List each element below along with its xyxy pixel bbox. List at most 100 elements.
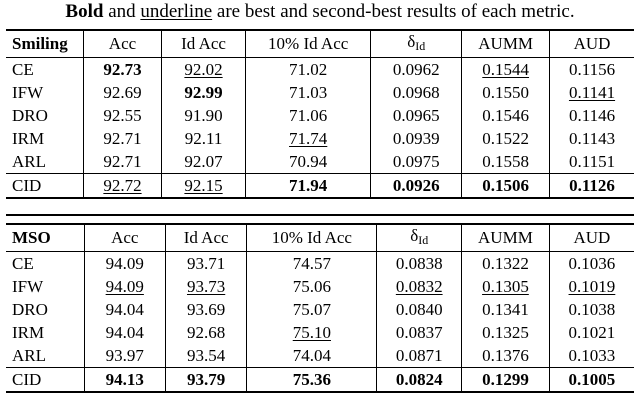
- metric-cell: 0.0840: [376, 298, 462, 321]
- metric-cell: 94.09: [83, 275, 166, 298]
- metric-cell: 0.1506: [461, 173, 550, 199]
- metric-cell: 93.97: [83, 344, 166, 368]
- metric-cell: 0.1146: [549, 104, 634, 127]
- metric-cell: 92.71: [83, 150, 162, 174]
- method-name: CID: [6, 173, 84, 199]
- metric-cell: 94.04: [83, 298, 166, 321]
- metric-cell: 92.72: [83, 173, 162, 199]
- column-header: AUMM: [461, 223, 550, 252]
- metric-cell: 74.57: [246, 251, 377, 275]
- metric-cell: 0.1036: [548, 251, 634, 275]
- metric-cell: 0.1325: [461, 321, 550, 344]
- metric-cell: 92.07: [160, 150, 246, 174]
- mso-results-table: MSO Acc Id Acc 10% Id Acc δId AUMM AUD CE 94.09 9…: [6, 223, 634, 393]
- metric-cell: 0.1126: [549, 173, 634, 199]
- table-row: DRO 92.55 91.90 71.06 0.0965 0.1546 0.1146: [6, 104, 634, 127]
- metric-cell: 92.55: [83, 104, 162, 127]
- method-name: CID: [6, 367, 85, 393]
- metric-cell: 0.1038: [548, 298, 634, 321]
- metric-cell: 93.54: [164, 344, 247, 368]
- metric-cell: 92.99: [160, 81, 246, 104]
- metric-cell: 0.1156: [549, 57, 634, 81]
- metric-cell: 92.68: [164, 321, 247, 344]
- metric-cell: 92.15: [160, 173, 246, 199]
- metric-cell: 0.0824: [376, 367, 462, 393]
- metric-cell: 0.1522: [461, 127, 550, 150]
- metric-cell: 0.1322: [461, 251, 550, 275]
- method-name: IFW: [12, 276, 44, 296]
- metric-cell: 0.1546: [461, 104, 550, 127]
- metric-cell: 0.1151: [549, 150, 634, 174]
- column-header: δId: [370, 29, 462, 58]
- method-name: DRO: [12, 299, 48, 319]
- method-name: IRM: [12, 322, 45, 342]
- metric-cell: 94.09: [83, 251, 166, 275]
- column-header: Id Acc: [164, 223, 247, 252]
- metric-cell: 0.0962: [370, 57, 462, 81]
- metric-cell: 92.11: [160, 127, 246, 150]
- column-header: Acc: [83, 29, 162, 58]
- method-name: IRM: [12, 128, 45, 148]
- column-header: δId: [376, 223, 462, 252]
- caption-bold-word: Bold: [65, 1, 104, 22]
- metric-cell: 0.0871: [376, 344, 462, 368]
- header-row: Smiling Acc Id Acc 10% Id Acc δId AUMM AUD: [6, 29, 634, 58]
- metric-cell: 93.79: [164, 367, 247, 393]
- metric-cell: 0.0975: [370, 150, 462, 174]
- method-name: ARL: [12, 151, 46, 171]
- column-header: 10% Id Acc: [245, 29, 371, 58]
- table-row: CID 92.72 92.15 71.94 0.0926 0.1506 0.1126: [6, 173, 634, 199]
- method-name: ARL: [12, 345, 46, 365]
- column-header: 10% Id Acc: [246, 223, 377, 252]
- metric-cell: 71.06: [245, 104, 371, 127]
- metric-cell: 75.10: [246, 321, 377, 344]
- metric-cell: 70.94: [245, 150, 371, 174]
- metric-cell: 71.03: [245, 81, 371, 104]
- table-row: ARL 92.71 92.07 70.94 0.0975 0.1558 0.1151: [6, 150, 634, 174]
- metric-cell: 0.1005: [548, 367, 634, 393]
- metric-cell: 0.1558: [461, 150, 550, 174]
- metric-cell: 93.69: [164, 298, 247, 321]
- metric-cell: 0.1019: [548, 275, 634, 298]
- metric-cell: 0.1033: [548, 344, 634, 368]
- method-name: CE: [12, 253, 34, 273]
- metric-cell: 71.74: [245, 127, 371, 150]
- metric-cell: 0.1021: [548, 321, 634, 344]
- metric-cell: 0.0968: [370, 81, 462, 104]
- metric-cell: 0.1143: [549, 127, 634, 150]
- metric-cell: 0.1305: [461, 275, 550, 298]
- method-name: DRO: [12, 105, 48, 125]
- method-name: CE: [12, 59, 34, 79]
- metric-cell: 75.07: [246, 298, 377, 321]
- table-row: DRO 94.04 93.69 75.07 0.0840 0.1341 0.1038: [6, 298, 634, 321]
- column-header: AUD: [549, 29, 634, 58]
- metric-cell: 71.94: [245, 173, 371, 199]
- metric-cell: 0.1376: [461, 344, 550, 368]
- table-row: IRM 92.71 92.11 71.74 0.0939 0.1522 0.1143: [6, 127, 634, 150]
- metric-cell: 92.71: [83, 127, 162, 150]
- table-row: CID 94.13 93.79 75.36 0.0824 0.1299 0.1005: [6, 367, 634, 393]
- header-row: MSO Acc Id Acc 10% Id Acc δId AUMM AUD: [6, 223, 634, 252]
- metric-cell: 0.1544: [461, 57, 550, 81]
- metric-cell: 0.0838: [376, 251, 462, 275]
- metric-cell: 0.0832: [376, 275, 462, 298]
- table-separator: [6, 214, 634, 216]
- metric-cell: 75.36: [246, 367, 377, 393]
- metric-cell: 74.04: [246, 344, 377, 368]
- metric-cell: 0.1141: [549, 81, 634, 104]
- dataset-name: Smiling: [6, 29, 84, 58]
- table-row: ARL 93.97 93.54 74.04 0.0871 0.1376 0.1033: [6, 344, 634, 368]
- metric-cell: 92.73: [83, 57, 162, 81]
- caption-rest: are best and second-best results of each…: [212, 1, 575, 22]
- metric-cell: 93.71: [164, 251, 247, 275]
- metric-cell: 0.0926: [370, 173, 462, 199]
- metric-cell: 0.1550: [461, 81, 550, 104]
- column-header: Acc: [83, 223, 166, 252]
- table-row: CE 94.09 93.71 74.57 0.0838 0.1322 0.1036: [6, 251, 634, 275]
- table-row: IFW 92.69 92.99 71.03 0.0968 0.1550 0.1141: [6, 81, 634, 104]
- smiling-results-table: Smiling Acc Id Acc 10% Id Acc δId AUMM AUD CE 92…: [6, 29, 634, 199]
- metric-cell: 92.02: [160, 57, 246, 81]
- metric-cell: 0.1299: [461, 367, 550, 393]
- table-row: IFW 94.09 93.73 75.06 0.0832 0.1305 0.1019: [6, 275, 634, 298]
- metric-cell: 0.1341: [461, 298, 550, 321]
